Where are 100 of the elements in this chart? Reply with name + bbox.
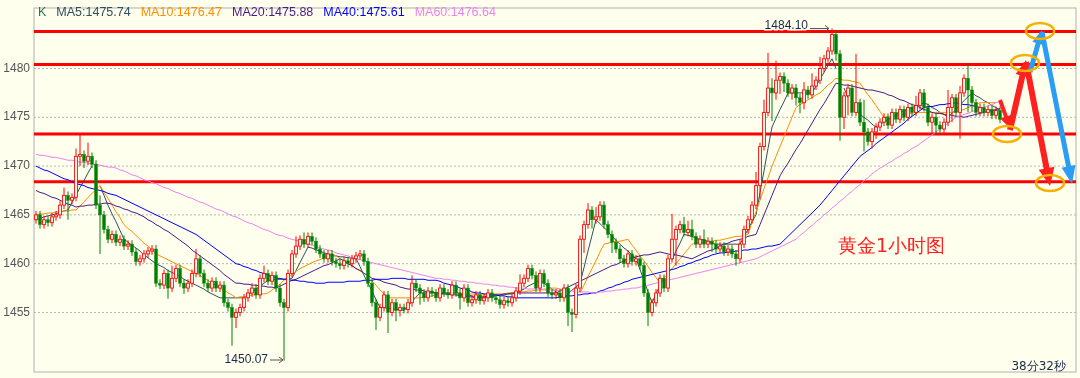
candlestick bbox=[794, 83, 798, 107]
candlestick bbox=[510, 293, 514, 308]
y-tick-label: 1470 bbox=[3, 158, 31, 173]
candlestick bbox=[770, 77, 774, 122]
candlestick bbox=[430, 286, 434, 298]
candlestick bbox=[618, 244, 622, 264]
candlestick bbox=[50, 212, 54, 228]
candlestick bbox=[142, 249, 146, 264]
candlestick bbox=[630, 249, 634, 267]
candlestick bbox=[114, 230, 118, 247]
candlestick bbox=[446, 288, 450, 300]
candlestick bbox=[462, 283, 466, 303]
candlestick bbox=[906, 103, 910, 122]
candlestick bbox=[478, 290, 482, 306]
candlestick bbox=[494, 293, 498, 305]
candlestick bbox=[386, 290, 390, 334]
candlestick bbox=[210, 276, 214, 293]
candlestick bbox=[122, 234, 126, 251]
candlestick bbox=[150, 244, 154, 256]
candlestick bbox=[506, 296, 510, 308]
candlestick bbox=[438, 283, 442, 303]
candlestick bbox=[402, 303, 406, 314]
y-tick-label: 1455 bbox=[3, 304, 31, 319]
candlestick bbox=[890, 108, 894, 130]
candlestick bbox=[590, 205, 594, 230]
candlestick bbox=[554, 288, 558, 300]
candlestick bbox=[330, 249, 334, 267]
candlestick bbox=[350, 254, 354, 269]
y-tick-label: 1465 bbox=[3, 207, 31, 222]
candlestick bbox=[786, 78, 790, 98]
candlestick bbox=[734, 249, 738, 267]
candlestick bbox=[302, 231, 306, 249]
candlestick bbox=[214, 276, 218, 293]
candlestick bbox=[434, 288, 438, 303]
candlestick bbox=[306, 231, 310, 249]
candlestick bbox=[394, 298, 398, 322]
candlestick bbox=[886, 112, 890, 130]
candlestick bbox=[230, 303, 234, 347]
candlestick bbox=[354, 251, 358, 264]
candlestick bbox=[986, 105, 990, 117]
candlestick bbox=[498, 295, 502, 310]
candlestick bbox=[702, 229, 706, 249]
text: MA10:1476.47 bbox=[140, 5, 223, 19]
candlestick bbox=[566, 283, 570, 327]
candlestick bbox=[502, 296, 506, 310]
text: MA20:1475.88 bbox=[232, 5, 314, 19]
candlestick bbox=[234, 308, 238, 329]
candlestick bbox=[710, 236, 714, 253]
candlestick bbox=[902, 105, 906, 122]
candlestick bbox=[318, 244, 322, 259]
candlestick bbox=[178, 264, 182, 288]
candlestick bbox=[482, 293, 486, 306]
candlestick bbox=[314, 236, 318, 254]
candlestick bbox=[990, 105, 994, 120]
candlestick bbox=[698, 234, 702, 249]
candlestick bbox=[846, 83, 850, 116]
candlestick bbox=[806, 85, 810, 100]
candlestick bbox=[398, 303, 402, 317]
candlestick bbox=[46, 215, 50, 228]
candlestick bbox=[714, 239, 718, 254]
candlestick bbox=[490, 288, 494, 303]
candlestick bbox=[418, 283, 422, 306]
candlestick bbox=[934, 112, 938, 135]
legend-title: K bbox=[38, 5, 47, 19]
candlestick bbox=[662, 273, 666, 293]
candlestick bbox=[982, 103, 986, 117]
candlestick bbox=[426, 286, 430, 303]
candlestick bbox=[690, 219, 694, 241]
candlestick bbox=[218, 280, 222, 293]
candlestick bbox=[270, 270, 274, 286]
candlestick bbox=[470, 295, 474, 308]
candlestick bbox=[730, 244, 734, 259]
candlestick bbox=[534, 270, 538, 293]
candlestick bbox=[994, 106, 998, 120]
candlestick bbox=[682, 216, 686, 237]
candlestick bbox=[146, 246, 150, 259]
candlestick bbox=[802, 81, 806, 110]
candlestick bbox=[82, 149, 86, 169]
candlestick bbox=[38, 210, 42, 230]
candlestick bbox=[538, 269, 542, 293]
annotation: 黄金1小时图 bbox=[838, 234, 946, 256]
candlestick bbox=[938, 120, 942, 134]
y-tick-label: 1475 bbox=[3, 109, 31, 124]
candlestick bbox=[978, 103, 982, 117]
candlestick bbox=[34, 210, 38, 225]
candlestick bbox=[474, 290, 478, 305]
candlestick bbox=[910, 103, 914, 117]
candlestick bbox=[558, 288, 562, 303]
candlestick bbox=[946, 89, 950, 127]
annotation: 1484.10 bbox=[764, 17, 809, 32]
candlestick bbox=[118, 234, 122, 247]
candlestick bbox=[706, 236, 710, 249]
candlestick bbox=[950, 93, 954, 123]
candlestick bbox=[894, 108, 898, 124]
candlestick bbox=[162, 269, 166, 290]
candlestick bbox=[782, 71, 786, 93]
candlestick bbox=[390, 298, 394, 317]
candlestick bbox=[358, 249, 362, 261]
candlestick bbox=[138, 254, 142, 267]
candlestick bbox=[594, 206, 598, 225]
